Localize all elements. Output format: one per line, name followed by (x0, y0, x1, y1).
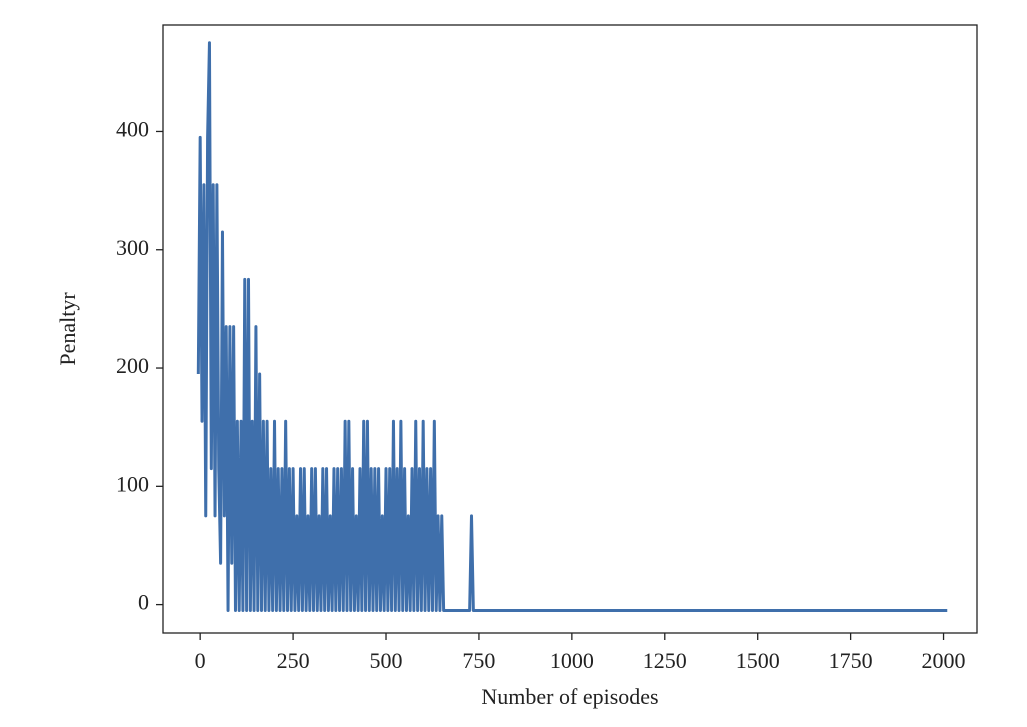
x-tick-label: 1750 (829, 648, 873, 673)
y-tick-label: 0 (138, 590, 149, 615)
y-tick-label: 100 (116, 471, 149, 496)
x-tick-label: 500 (370, 648, 403, 673)
y-tick-label: 300 (116, 235, 149, 260)
y-axis-label: Penaltyr (55, 292, 80, 366)
plot-frame (162, 24, 978, 634)
x-tick-label: 1250 (643, 648, 687, 673)
x-axis-label: Number of episodes (481, 684, 658, 709)
x-tick-label: 1000 (550, 648, 594, 673)
x-tick-label: 2000 (922, 648, 966, 673)
x-tick-label: 250 (277, 648, 310, 673)
x-tick-label: 1500 (736, 648, 780, 673)
data-line (196, 41, 948, 613)
x-tick-label: 750 (462, 648, 495, 673)
y-tick-label: 200 (116, 353, 149, 378)
x-tick-label: 0 (195, 648, 206, 673)
y-tick-label: 400 (116, 117, 149, 142)
